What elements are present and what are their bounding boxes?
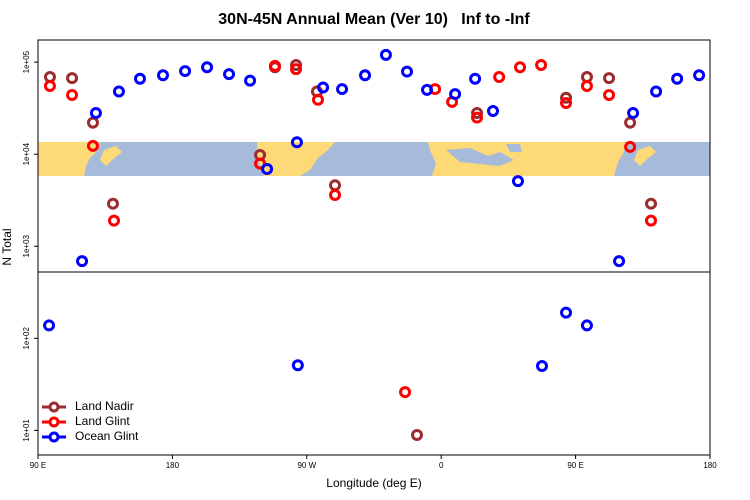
data-point	[560, 96, 573, 109]
data-point	[156, 69, 169, 82]
map-land	[38, 142, 100, 176]
data-point	[66, 88, 79, 101]
data-point	[261, 163, 274, 176]
data-point	[201, 61, 214, 74]
data-point	[359, 69, 372, 82]
data-point	[76, 255, 89, 268]
data-point	[179, 65, 192, 78]
data-point	[693, 69, 706, 82]
map-land	[428, 142, 626, 176]
data-point	[112, 85, 125, 98]
data-point	[290, 136, 303, 149]
data-point	[86, 139, 99, 152]
data-point	[560, 306, 573, 319]
data-point	[469, 72, 482, 85]
map-strip	[38, 142, 710, 176]
data-point	[290, 63, 303, 76]
data-point	[580, 319, 593, 332]
x-axis-label: Longitude (deg E)	[326, 476, 421, 490]
plot-frame	[37, 39, 711, 456]
y-tick-label: 1e+04	[22, 142, 31, 165]
data-point	[580, 80, 593, 93]
legend-label: Land Glint	[75, 414, 130, 428]
data-point	[511, 175, 524, 188]
x-tick-label: 180	[166, 461, 180, 470]
data-point	[645, 214, 658, 227]
map-land	[100, 146, 122, 166]
data-point	[43, 80, 56, 93]
data-point	[603, 88, 616, 101]
legend-label: Land Nadir	[75, 399, 134, 413]
data-point	[66, 72, 79, 85]
data-point	[560, 91, 573, 104]
data-point	[379, 48, 392, 61]
legend-marker	[48, 416, 60, 428]
map-land	[257, 142, 335, 176]
data-point	[312, 93, 324, 106]
data-point	[108, 214, 121, 227]
legend-marker	[48, 401, 60, 413]
data-point	[401, 65, 414, 78]
data-point	[133, 72, 146, 85]
data-point	[471, 107, 484, 120]
data-point	[650, 85, 663, 98]
data-point	[399, 386, 412, 399]
data-point	[317, 81, 330, 94]
data-point	[291, 359, 304, 372]
x-tick-label: 180	[703, 461, 717, 470]
data-point	[493, 70, 506, 83]
y-tick-label: 1e+03	[22, 234, 31, 257]
data-point	[627, 107, 640, 120]
x-tick-label: 0	[439, 461, 444, 470]
y-axis-label: N Total	[0, 228, 14, 265]
data-point	[268, 59, 281, 72]
data-point	[449, 88, 462, 101]
y-tick-label: 1e+02	[22, 327, 31, 350]
y-tick-label: 1e+05	[22, 50, 31, 73]
map-sea	[446, 148, 514, 166]
data-point	[603, 72, 616, 85]
data-point	[514, 61, 527, 74]
map-sea	[506, 144, 522, 152]
data-point	[536, 360, 548, 373]
data-point	[671, 72, 684, 85]
data-point	[244, 74, 257, 87]
data-point	[329, 189, 342, 202]
data-point	[471, 111, 484, 124]
data-point	[290, 59, 303, 72]
data-point	[421, 83, 434, 96]
data-point	[624, 140, 637, 153]
data-point	[43, 319, 56, 332]
map-land	[634, 146, 656, 166]
legend-marker	[48, 431, 60, 443]
data-point	[535, 59, 548, 72]
y-tick-label: 1e+01	[22, 419, 31, 442]
data-point	[645, 197, 658, 210]
x-tick-label: 90 W	[297, 461, 316, 470]
x-tick-label: 90 E	[30, 461, 46, 470]
data-point	[411, 429, 424, 442]
data-point	[222, 68, 235, 81]
x-tick-label: 90 E	[567, 461, 583, 470]
data-point	[613, 255, 626, 268]
legend-label: Ocean Glint	[75, 429, 139, 443]
data-point	[487, 104, 500, 117]
data-point	[336, 83, 349, 96]
chart-title: 30N-45N Annual Mean (Ver 10) Inf to -Inf	[218, 11, 530, 28]
data-point	[89, 107, 102, 120]
data-point	[106, 197, 119, 210]
